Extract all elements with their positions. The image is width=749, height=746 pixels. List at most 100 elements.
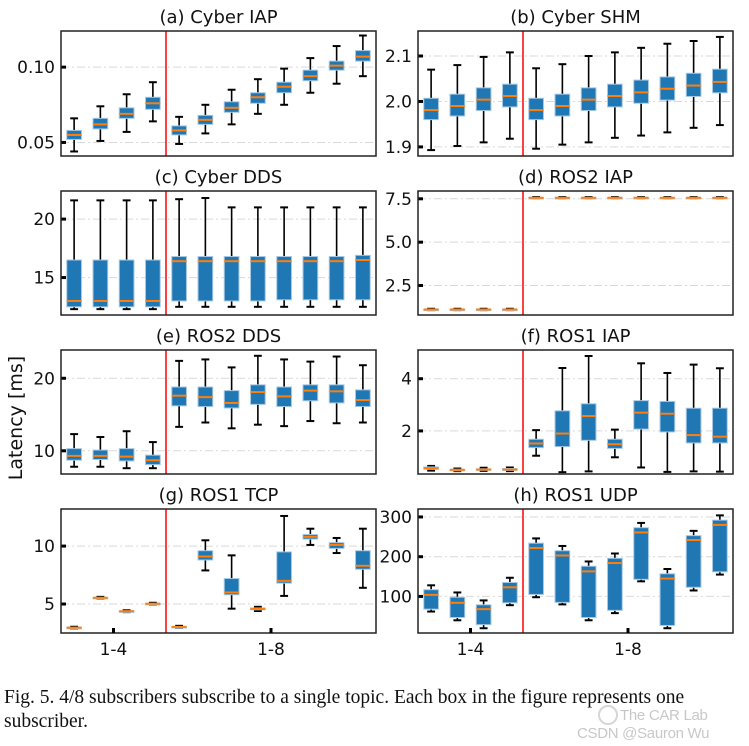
y-tick-label: 2 xyxy=(401,422,412,442)
box-6 xyxy=(197,539,214,572)
box-1 xyxy=(423,464,439,472)
axes-frame xyxy=(417,30,734,157)
y-tick-label: 0.10 xyxy=(17,58,55,78)
x-tick-label: 1-4 xyxy=(100,640,128,660)
box-iqr xyxy=(685,407,702,444)
box-iqr xyxy=(276,256,292,301)
box-9 xyxy=(633,46,649,137)
box-12 xyxy=(712,514,728,576)
y-tick-label: 7.5 xyxy=(385,190,412,210)
box-iqr xyxy=(250,384,266,405)
y-tick-label: 10 xyxy=(33,442,55,462)
y-tick-label: 20 xyxy=(33,210,55,230)
box-iqr xyxy=(449,596,466,619)
subplot-title: (d) ROS2 IAP xyxy=(518,167,633,188)
box-7 xyxy=(223,366,240,430)
box-9 xyxy=(276,358,292,428)
y-tick-label: 2.0 xyxy=(385,92,412,112)
axes-frame xyxy=(60,190,377,316)
box-iqr xyxy=(580,403,597,441)
subplot-title: (b) Cyber SHM xyxy=(510,7,641,28)
y-tick-label: 2.5 xyxy=(385,277,412,297)
y-tick-label: 4 xyxy=(401,370,412,390)
box-1 xyxy=(66,199,82,311)
box-iqr xyxy=(528,97,544,121)
box-iqr xyxy=(554,550,571,603)
box-6 xyxy=(197,197,214,308)
subplot-2: (c) Cyber DDS 15 20 xyxy=(33,167,377,316)
box-8 xyxy=(607,428,623,459)
subplot-3: (d) ROS2 IAP 2.5 5.0 7.5 xyxy=(385,167,734,316)
box-4 xyxy=(145,441,161,470)
y-tick-label: 20 xyxy=(33,369,55,389)
box-12 xyxy=(355,34,371,78)
box-10 xyxy=(302,206,319,308)
box-iqr xyxy=(223,256,240,302)
box-3 xyxy=(118,93,135,133)
y-tick-label: 200 xyxy=(380,548,412,568)
watermark-logo-icon xyxy=(598,705,618,725)
y-tick-label: 300 xyxy=(380,508,412,528)
box-iqr xyxy=(712,407,728,444)
box-5 xyxy=(171,624,187,629)
box-3 xyxy=(475,599,492,630)
subplot-title: (e) ROS2 DDS xyxy=(156,326,281,347)
subplot-0: (a) Cyber IAP 0.05 0.10 xyxy=(17,7,377,157)
box-iqr xyxy=(355,550,371,570)
box-8 xyxy=(250,206,266,308)
box-10 xyxy=(659,42,676,134)
box-3 xyxy=(118,199,135,311)
box-4 xyxy=(502,51,518,140)
box-2 xyxy=(449,467,466,473)
box-iqr xyxy=(223,578,240,596)
box-4 xyxy=(145,81,161,123)
box-12 xyxy=(712,367,728,473)
box-1 xyxy=(66,433,82,468)
box-iqr xyxy=(197,256,214,302)
box-iqr xyxy=(659,400,676,433)
box-6 xyxy=(554,367,571,474)
box-4 xyxy=(502,307,518,312)
y-axis-label: Latency [ms] xyxy=(5,356,27,480)
box-10 xyxy=(302,360,319,423)
figure-caption: Fig. 5. 4/8 subscribers subscribe to a s… xyxy=(4,687,685,732)
box-4 xyxy=(502,576,518,607)
box-8 xyxy=(250,78,266,115)
box-7 xyxy=(223,554,240,610)
box-iqr xyxy=(633,527,649,580)
box-10 xyxy=(302,527,319,546)
box-iqr xyxy=(607,557,623,611)
axes-frame xyxy=(417,508,734,634)
box-iqr xyxy=(145,259,161,308)
box-iqr xyxy=(475,604,492,626)
y-tick-label: 5 xyxy=(44,595,55,615)
box-iqr xyxy=(92,449,109,460)
box-5 xyxy=(171,359,187,428)
y-tick-label: 15 xyxy=(33,269,55,289)
box-3 xyxy=(118,430,135,470)
box-11 xyxy=(328,206,345,308)
subplot-title: (c) Cyber DDS xyxy=(155,167,283,188)
box-8 xyxy=(250,605,266,612)
box-2 xyxy=(449,307,466,312)
box-3 xyxy=(475,307,492,312)
box-6 xyxy=(554,63,571,146)
box-iqr xyxy=(685,535,702,588)
subplot-5: (f) ROS1 IAP 2 4 xyxy=(401,326,734,475)
box-6 xyxy=(197,103,214,135)
subplot-7: (h) ROS1 UDP 100 200 300 1-4 1-8 xyxy=(380,485,734,660)
subplot-title: (f) ROS1 IAP xyxy=(521,326,631,347)
subplot-4: (e) ROS2 DDS 10 20 xyxy=(33,326,377,475)
box-iqr xyxy=(502,582,518,604)
box-8 xyxy=(607,196,623,200)
box-3 xyxy=(475,55,492,144)
box-9 xyxy=(633,196,649,200)
box-1 xyxy=(423,68,439,152)
box-12 xyxy=(355,527,371,589)
box-iqr xyxy=(328,384,345,404)
box-2 xyxy=(449,591,466,622)
box-4 xyxy=(502,466,518,473)
box-9 xyxy=(633,521,649,583)
figure-canvas: Latency [ms] (a) Cyber IAP 0.05 0.10 (b) Cy… xyxy=(5,7,734,660)
box-1 xyxy=(423,584,439,613)
